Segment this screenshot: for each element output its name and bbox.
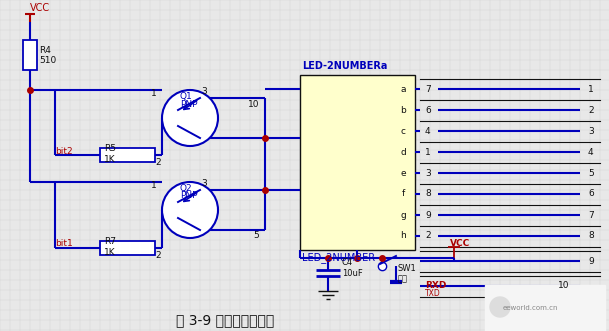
Text: 5: 5 [588, 168, 594, 177]
Bar [300, 75, 415, 250]
Text: C4
10uF: C4 10uF [342, 258, 363, 278]
Text: RXD: RXD [425, 281, 446, 291]
Text: PNP: PNP [180, 100, 197, 109]
Text: R4
510: R4 510 [39, 46, 56, 66]
Text: 3: 3 [201, 86, 207, 96]
Circle shape [162, 182, 218, 238]
Circle shape [490, 297, 510, 317]
Text: 1: 1 [425, 148, 431, 157]
Circle shape [162, 90, 218, 146]
Bar [100, 241, 155, 255]
Text: h: h [400, 231, 406, 241]
Text: 10: 10 [247, 100, 259, 109]
Text: 9: 9 [425, 211, 431, 219]
Text: 3: 3 [425, 168, 431, 177]
Text: b: b [400, 106, 406, 115]
Text: 7: 7 [425, 84, 431, 93]
Text: 3: 3 [201, 178, 207, 187]
Text: SW1
复位: SW1 复位 [398, 264, 417, 284]
Text: 2: 2 [155, 251, 161, 260]
Text: g: g [400, 211, 406, 219]
Text: 6: 6 [425, 106, 431, 115]
Text: LED-2NUMBERa: LED-2NUMBERa [302, 61, 387, 71]
Text: Q2: Q2 [180, 183, 192, 193]
Text: d: d [400, 148, 406, 157]
Text: 1: 1 [151, 88, 157, 98]
Text: 1: 1 [588, 84, 594, 93]
Text: 6: 6 [588, 190, 594, 199]
Text: LED_2NUMBER: LED_2NUMBER [302, 253, 375, 263]
Bar [485, 285, 605, 331]
Text: R7
1K: R7 1K [104, 237, 116, 257]
Text: 1: 1 [151, 180, 157, 190]
Text: c: c [401, 126, 406, 135]
Text: a: a [400, 84, 406, 93]
Text: 4: 4 [425, 126, 431, 135]
Text: 2: 2 [425, 231, 431, 241]
Text: 5: 5 [253, 231, 259, 241]
Text: eeworld.com.cn: eeworld.com.cn [502, 305, 558, 311]
Bar [23, 40, 37, 70]
Text: 9: 9 [588, 257, 594, 265]
Text: 图 3-9 数码管显示电路: 图 3-9 数码管显示电路 [176, 313, 274, 327]
Text: PNP: PNP [180, 192, 197, 201]
Text: TXD: TXD [425, 290, 441, 299]
Text: 4: 4 [588, 148, 594, 157]
Text: R5
1K: R5 1K [104, 144, 116, 164]
Text: 2: 2 [155, 158, 161, 166]
Text: bit2: bit2 [55, 147, 72, 156]
Text: bit1: bit1 [55, 240, 72, 249]
Text: VCC: VCC [450, 239, 470, 248]
Text: e: e [400, 168, 406, 177]
Bar [100, 148, 155, 162]
Text: Q1: Q1 [180, 91, 193, 101]
Text: 3: 3 [588, 126, 594, 135]
Text: 8: 8 [425, 190, 431, 199]
Text: 7: 7 [588, 211, 594, 219]
Text: f: f [401, 190, 404, 199]
Text: 2: 2 [588, 106, 594, 115]
Text: VCC: VCC [30, 3, 50, 13]
Text: 8: 8 [588, 231, 594, 241]
Text: 10: 10 [558, 281, 569, 291]
